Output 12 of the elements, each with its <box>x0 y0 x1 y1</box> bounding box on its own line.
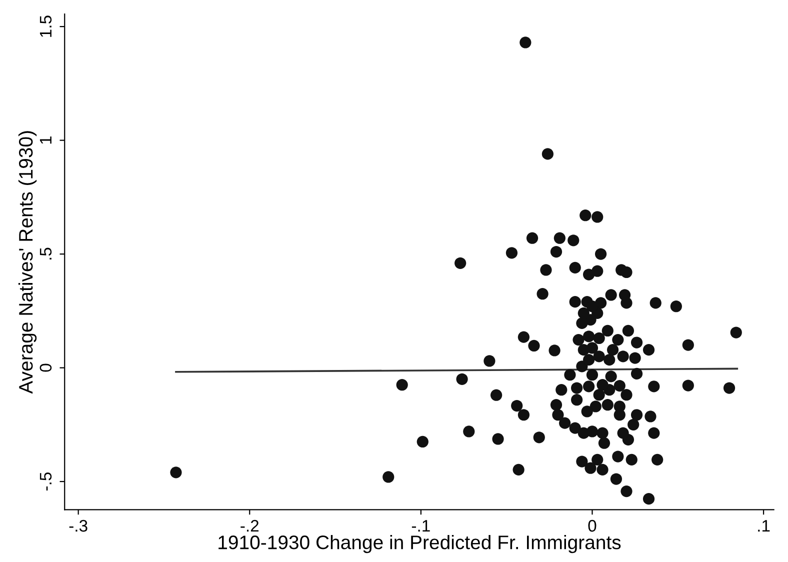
y-tick-label: 1 <box>40 136 52 144</box>
x-tick-label: 0 <box>588 520 596 532</box>
y-tick-label: 0 <box>40 364 52 372</box>
x-tick-label: .1 <box>758 520 770 532</box>
x-tick-label: -.1 <box>412 520 430 532</box>
y-axis-title: Average Natives' Rents (1930) <box>18 131 37 394</box>
y-tick-label: -.5 <box>40 472 52 491</box>
y-tick-label: 1.5 <box>40 16 52 37</box>
x-axis-title: 1910-1930 Change in Predicted Fr. Immigrants <box>218 534 621 554</box>
x-tick-label: -.3 <box>69 520 88 532</box>
x-tick-label: -.2 <box>240 520 259 532</box>
y-tick-label: .5 <box>40 248 52 260</box>
